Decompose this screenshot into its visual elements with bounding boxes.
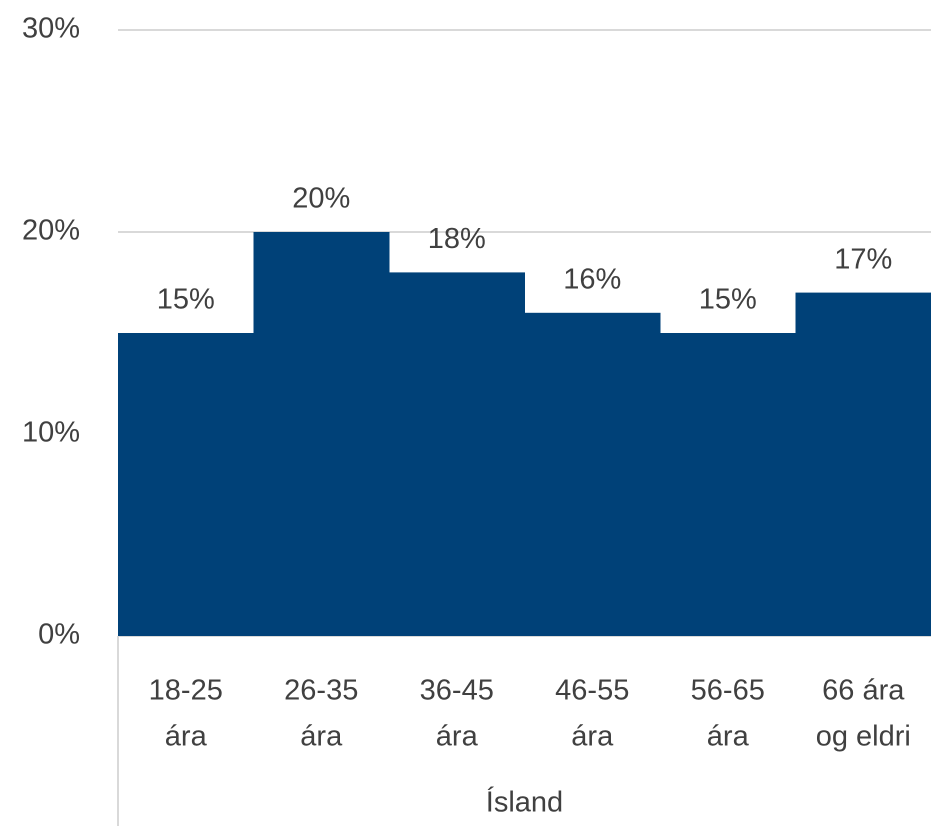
bar	[795, 292, 931, 636]
x-tick-label: 66 ára	[822, 675, 905, 707]
value-label: 16%	[563, 263, 621, 295]
value-label: 15%	[699, 284, 757, 316]
bar	[389, 272, 525, 636]
x-tick-label: 26-35	[284, 675, 358, 707]
bar	[524, 312, 661, 636]
x-axis-label: Ísland	[486, 786, 563, 819]
x-tick-label: 36-45	[420, 675, 494, 707]
x-tick-label: 18-25	[149, 675, 223, 707]
x-tick-label: ára	[165, 721, 208, 753]
y-tick-label: 10%	[22, 417, 80, 449]
bar	[253, 232, 390, 636]
bar	[118, 333, 254, 636]
x-tick-label: og eldri	[816, 721, 911, 753]
value-label: 18%	[428, 223, 486, 255]
x-tick-label: ára	[571, 721, 614, 753]
y-tick-label: 30%	[22, 13, 80, 45]
y-tick-label: 20%	[22, 215, 80, 247]
x-tick-label: ára	[707, 721, 750, 753]
value-label: 20%	[292, 183, 350, 215]
x-tick-label: 46-55	[555, 675, 629, 707]
x-tick-label: 56-65	[691, 675, 765, 707]
y-tick-label: 0%	[38, 619, 80, 651]
bar	[660, 333, 796, 636]
x-tick-label: ára	[436, 721, 479, 753]
value-label: 15%	[157, 284, 215, 316]
value-label: 17%	[834, 243, 892, 275]
x-tick-label: ára	[300, 721, 343, 753]
